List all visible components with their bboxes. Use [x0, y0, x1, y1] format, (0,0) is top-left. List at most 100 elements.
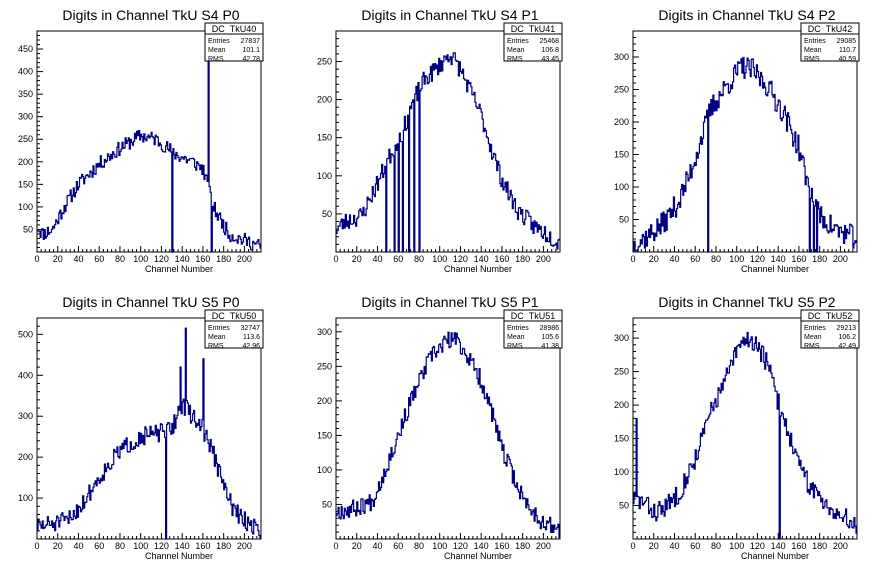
y-tick-label: 100: [18, 202, 33, 212]
y-tick-label: 250: [317, 56, 332, 66]
y-tick-label: 100: [317, 465, 332, 475]
stats-box: DC_TkU52 Entries 29213 Mean 106.2 RMS 42.49: [800, 309, 860, 350]
stats-row-value: 105.6: [541, 334, 559, 341]
stats-box: DC_TkU50 Entries 32747 Mean 113.6 RMS 42.96: [204, 309, 264, 350]
x-tick-label: 20: [53, 254, 63, 264]
stats-row-label: RMS: [208, 343, 224, 350]
x-tick-label: 140: [474, 254, 489, 264]
y-tick-label: 50: [322, 209, 332, 219]
x-tick-label: 180: [812, 541, 827, 551]
x-tick-label: 200: [536, 541, 551, 551]
y-tick-label: 200: [614, 400, 629, 410]
stats-row-label: Mean: [804, 334, 822, 341]
x-tick-label: 200: [237, 254, 252, 264]
stats-box: DC_TkU51 Entries 28986 Mean 105.6 RMS 41.38: [503, 309, 563, 350]
histogram-panel-0: Digits in Channel TkU S4 P0 0 20 40 60 80 100 1…: [18, 7, 264, 274]
stats-row-label: Mean: [507, 334, 525, 341]
panel-title: Digits in Channel TkU S4 P2: [658, 7, 835, 23]
x-tick-label: 200: [833, 254, 848, 264]
x-tick-label: 80: [115, 254, 125, 264]
x-tick-label: 80: [711, 541, 721, 551]
x-tick-label: 60: [393, 541, 403, 551]
x-tick-label: 200: [833, 541, 848, 551]
y-tick-label: 150: [317, 133, 332, 143]
panel-title: Digits in Channel TkU S5 P2: [658, 294, 835, 310]
x-tick-label: 60: [94, 254, 104, 264]
stats-row-label: RMS: [804, 343, 820, 350]
y-tick-label: 100: [614, 182, 629, 192]
x-tick-label: 180: [216, 541, 231, 551]
stats-box: DC_TkU40 Entries 27837 Mean 101.1 RMS 42.78: [204, 22, 264, 63]
y-tick-label: 300: [18, 411, 33, 421]
histogram-panel-2: Digits in Channel TkU S4 P2 0 20 40 60 80 100 1…: [614, 7, 860, 274]
stats-row-value: 27837: [241, 38, 261, 45]
histogram-panel-5: Digits in Channel TkU S5 P2 0 20 40 60 80 100 1…: [614, 294, 860, 561]
x-tick-label: 160: [791, 541, 806, 551]
histogram-line: [336, 331, 560, 539]
x-tick-label: 120: [154, 254, 169, 264]
stats-row-label: Mean: [208, 334, 226, 341]
stats-row-label: RMS: [208, 56, 224, 63]
stats-box-frame: [800, 309, 860, 349]
stats-row-label: Mean: [507, 47, 525, 54]
x-tick-label: 40: [372, 541, 382, 551]
y-tick-label: 300: [18, 112, 33, 122]
stats-row-value: 110.7: [839, 47, 856, 54]
x-tick-label: 160: [494, 541, 509, 551]
x-tick-label: 0: [34, 254, 39, 264]
x-tick-label: 60: [690, 254, 700, 264]
x-tick-label: 140: [175, 541, 190, 551]
stats-row-label: RMS: [804, 56, 820, 63]
panel-title: Digits in Channel TkU S5 P1: [361, 294, 538, 310]
y-tick-label: 250: [614, 85, 629, 95]
x-tick-label: 0: [333, 254, 338, 264]
histogram-line: [633, 56, 857, 253]
x-tick-label: 60: [94, 541, 104, 551]
stats-box-frame: [204, 22, 264, 62]
y-tick-label: 200: [317, 396, 332, 406]
stats-row-value: 106.2: [838, 334, 856, 341]
y-tick-label: 400: [18, 370, 33, 380]
stats-row-value: 41.38: [541, 343, 559, 350]
stats-row-value: 29213: [837, 325, 857, 332]
stats-box: DC_TkU42 Entries 29085 Mean 110.7 RMS 40.59: [800, 22, 860, 63]
x-axis-label: Channel Number: [145, 551, 213, 561]
x-tick-label: 180: [515, 541, 530, 551]
y-tick-label: 250: [614, 367, 629, 377]
x-tick-label: 180: [515, 254, 530, 264]
stats-box: DC_TkU41 Entries 25468 Mean 106.8 RMS 43.45: [503, 22, 563, 63]
y-tick-label: 150: [614, 150, 629, 160]
y-tick-label: 500: [18, 329, 33, 339]
x-tick-label: 0: [630, 254, 635, 264]
x-tick-label: 140: [474, 541, 489, 551]
x-tick-label: 160: [791, 254, 806, 264]
stats-histogram-name: DC_TkU40: [212, 24, 257, 34]
x-tick-label: 120: [750, 541, 765, 551]
stats-row-label: Entries: [804, 325, 826, 332]
y-tick-label: 200: [317, 95, 332, 105]
histogram-line: [37, 327, 261, 540]
x-tick-label: 120: [154, 541, 169, 551]
y-tick-label: 200: [614, 117, 629, 127]
x-tick-label: 100: [133, 541, 148, 551]
x-tick-label: 200: [237, 541, 252, 551]
x-axis-label: Channel Number: [145, 264, 213, 274]
stats-histogram-name: DC_TkU42: [808, 24, 853, 34]
y-tick-label: 100: [614, 467, 629, 477]
x-tick-label: 0: [630, 541, 635, 551]
x-tick-label: 40: [73, 541, 83, 551]
x-tick-label: 100: [729, 541, 744, 551]
x-tick-label: 20: [649, 254, 659, 264]
histogram-line: [37, 43, 261, 253]
x-tick-label: 100: [432, 254, 447, 264]
panel-title: Digits in Channel TkU S4 P0: [62, 7, 239, 23]
y-tick-label: 150: [317, 430, 332, 440]
x-tick-label: 160: [195, 541, 210, 551]
stats-box-frame: [503, 309, 563, 349]
stats-row-label: RMS: [507, 343, 523, 350]
y-tick-label: 100: [317, 171, 332, 181]
x-tick-label: 100: [133, 254, 148, 264]
stats-row-label: Entries: [208, 325, 230, 332]
stats-row-value: 42.96: [242, 343, 260, 350]
x-axis-label: Channel Number: [741, 264, 809, 274]
